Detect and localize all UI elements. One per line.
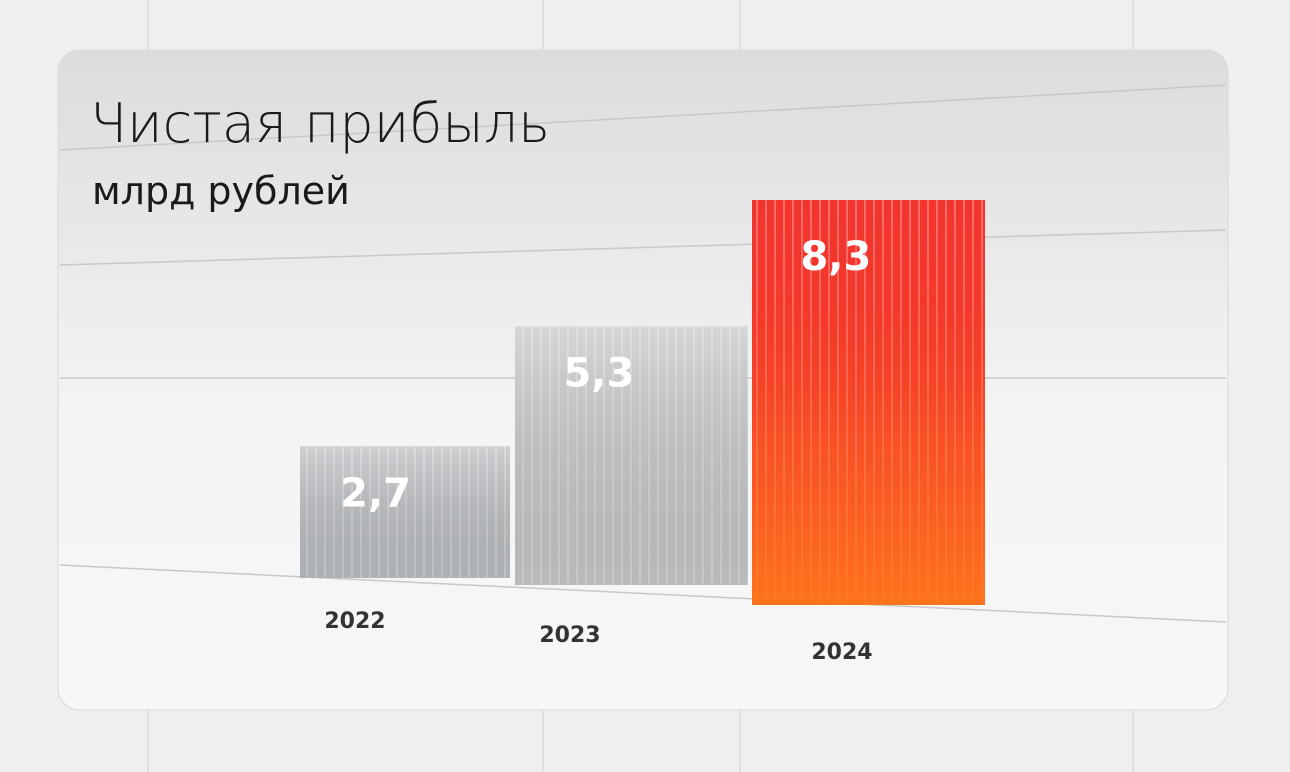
value-label: 5,3 <box>563 350 634 396</box>
bar-shade <box>300 446 510 578</box>
bar-shade <box>515 326 748 585</box>
value-label: 8,3 <box>800 234 871 280</box>
bar-shade <box>752 200 985 605</box>
value-label: 2,7 <box>340 470 411 516</box>
x-tick-label: 2022 <box>324 609 385 634</box>
chart-subtitle: млрд рублей <box>92 169 350 213</box>
chart-title: Чистая прибыль <box>90 92 550 155</box>
x-tick-label: 2024 <box>811 640 872 665</box>
x-tick-label: 2023 <box>539 623 600 648</box>
